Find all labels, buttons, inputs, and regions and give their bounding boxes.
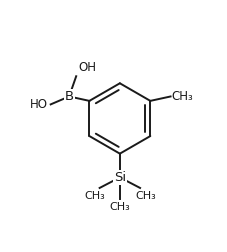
Text: B: B [65,90,74,103]
Text: OH: OH [78,61,96,75]
Text: CH₃: CH₃ [109,202,130,212]
Text: Si: Si [114,171,126,184]
Text: CH₃: CH₃ [84,191,105,201]
Text: CH₃: CH₃ [171,90,193,103]
Text: HO: HO [30,98,48,111]
Text: CH₃: CH₃ [135,191,156,201]
